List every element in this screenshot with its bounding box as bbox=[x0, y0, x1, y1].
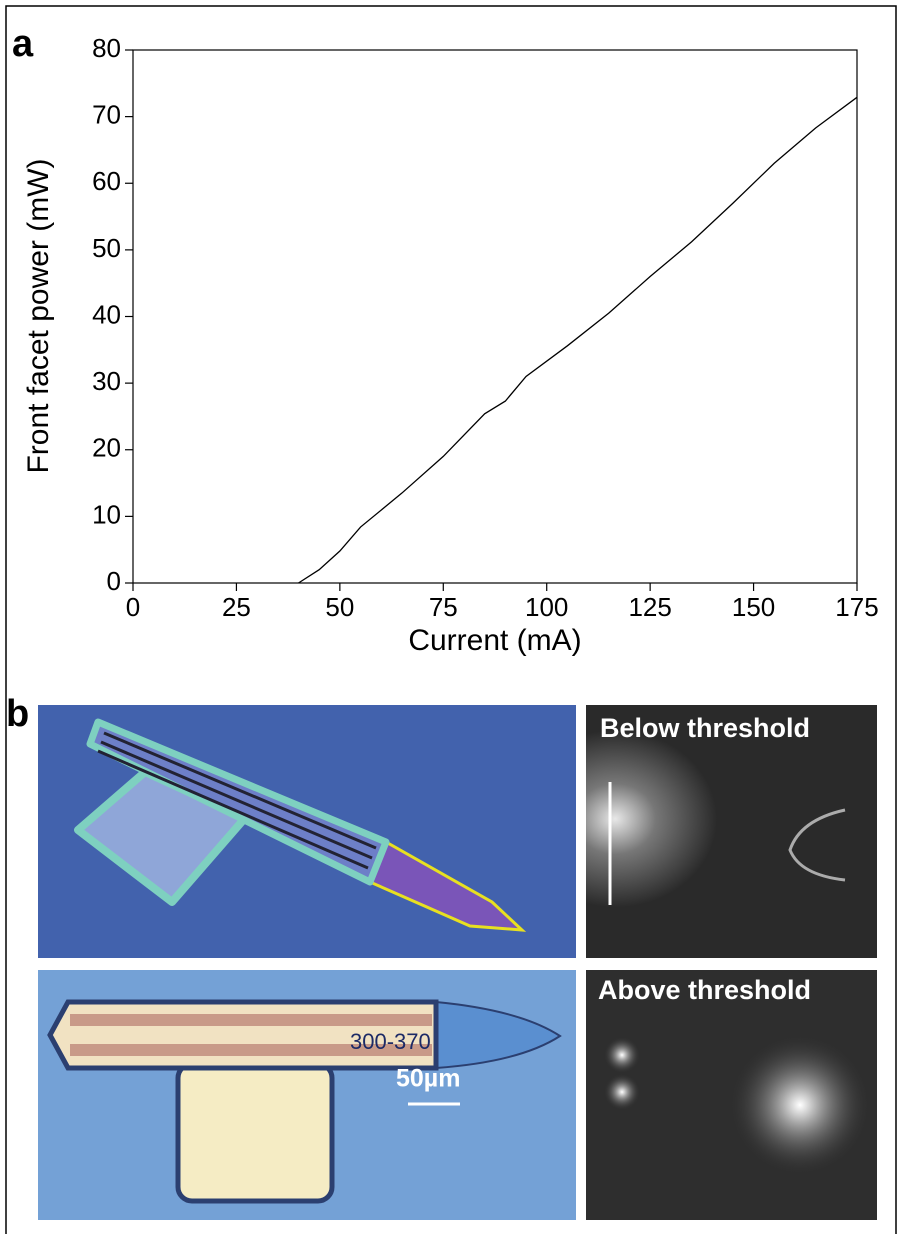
x-tick-label: 100 bbox=[525, 592, 568, 622]
y-tick-label: 80 bbox=[92, 33, 121, 63]
x-tick-label: 25 bbox=[222, 592, 251, 622]
y-tick-label: 10 bbox=[92, 499, 121, 529]
x-tick-label: 150 bbox=[732, 592, 775, 622]
y-tick-label: 20 bbox=[92, 433, 121, 463]
micrograph-bottom bbox=[38, 970, 576, 1220]
y-tick-label: 0 bbox=[107, 566, 121, 596]
micrograph-top bbox=[38, 705, 576, 958]
x-axis-label: Current (mA) bbox=[408, 624, 581, 657]
x-tick-label: 75 bbox=[429, 592, 458, 622]
y-tick-label: 50 bbox=[92, 233, 121, 263]
panel-label: b bbox=[6, 693, 29, 735]
x-tick-label: 175 bbox=[835, 592, 878, 622]
x-tick-label: 50 bbox=[325, 592, 354, 622]
image-label: Above threshold bbox=[598, 975, 811, 1005]
data-line bbox=[298, 96, 858, 584]
y-tick-label: 30 bbox=[92, 366, 121, 396]
x-tick-label: 0 bbox=[126, 592, 140, 622]
y-tick-label: 40 bbox=[92, 299, 121, 329]
y-tick-label: 60 bbox=[92, 166, 121, 196]
image-label: Below threshold bbox=[600, 713, 810, 743]
y-axis-label: Front facet power (mW) bbox=[22, 158, 55, 473]
device-label: 300-370 bbox=[350, 1029, 431, 1054]
figure-border bbox=[5, 5, 897, 1234]
panel-label: a bbox=[12, 23, 34, 65]
plot-frame bbox=[132, 49, 858, 584]
scale-bar-label: 50µm bbox=[396, 1065, 460, 1093]
emission-image-below bbox=[586, 705, 877, 958]
emission-image-above bbox=[586, 970, 877, 1220]
y-tick-label: 70 bbox=[92, 100, 121, 130]
x-tick-label: 125 bbox=[628, 592, 671, 622]
